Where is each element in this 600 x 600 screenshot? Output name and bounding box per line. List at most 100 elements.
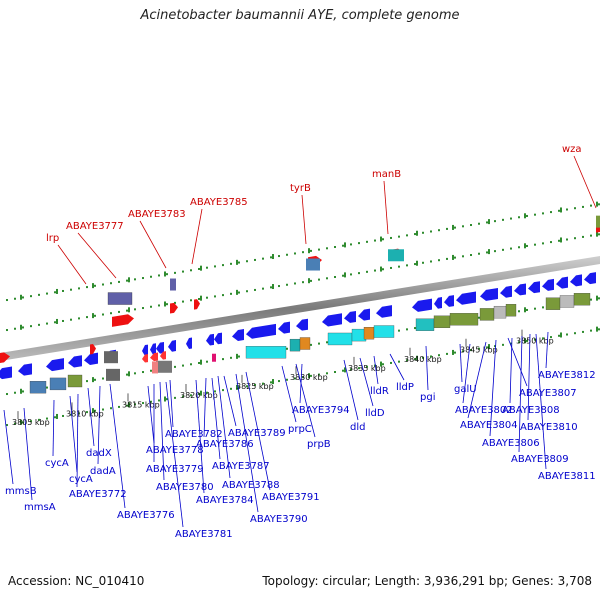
dot-row-tick (56, 413, 58, 419)
gene-label-lldd: lldD (365, 408, 385, 419)
dot-row-mark (22, 296, 24, 299)
dot-row-mark (382, 238, 384, 241)
dot-row-mark (38, 293, 40, 296)
dot-row-tick (200, 265, 202, 271)
gene-label-abaye3808: ABAYE3808 (502, 405, 560, 416)
dot-row-tick (488, 344, 490, 350)
dot-row-mark (14, 297, 16, 300)
dot-row-mark (270, 381, 272, 384)
dot-row-mark (174, 365, 176, 368)
dot-row-mark (406, 359, 408, 362)
reverse-gene-arrow (480, 287, 498, 301)
dot-row-mark (534, 307, 536, 310)
dot-row-mark (246, 260, 248, 263)
reverse-gene-arrow (456, 291, 476, 305)
dot-row-mark (582, 205, 584, 208)
gene-label-tyrb: tyrB (290, 183, 311, 194)
gene-label-lrp: lrp (46, 233, 59, 244)
dot-row-mark (230, 292, 232, 295)
leader-line (69, 395, 78, 473)
leader-line (139, 220, 167, 269)
dot-row-mark (198, 361, 200, 364)
domain-box (433, 315, 451, 328)
dot-row-tick (308, 278, 310, 284)
leader-line (507, 337, 528, 387)
reverse-gene-arrow (46, 358, 64, 372)
dot-row-mark (478, 252, 480, 255)
reverse-gene-arrow (278, 321, 290, 334)
leader-line (535, 333, 547, 470)
dot-row-tick (164, 301, 166, 307)
dot-row-mark (142, 277, 144, 280)
gene-label-abaye3811: ABAYE3811 (538, 471, 596, 482)
leader-line (527, 333, 531, 421)
dot-row-mark (286, 253, 288, 256)
leader-line (97, 385, 101, 465)
dot-row-mark (294, 377, 296, 380)
gene-label-abaye3772: ABAYE3772 (69, 489, 127, 500)
dot-row-mark (222, 389, 224, 392)
domain-box (493, 305, 507, 319)
forward-gene-arrow (112, 314, 134, 327)
dot-row-mark (550, 241, 552, 244)
dot-row-mark (366, 270, 368, 273)
dot-row-tick (128, 307, 130, 313)
dot-row-mark (22, 390, 24, 393)
dot-row-mark (502, 248, 504, 251)
reverse-gene-arrow (358, 308, 370, 321)
dot-row-mark (102, 313, 104, 316)
dot-row-mark (102, 283, 104, 286)
dot-row-mark (294, 282, 296, 285)
dot-row-tick (488, 249, 490, 255)
dot-row-mark (494, 345, 496, 348)
dot-row-mark (70, 318, 72, 321)
dot-row-mark (446, 352, 448, 355)
reverse-gene-arrow (556, 276, 568, 289)
dot-row-mark (438, 259, 440, 262)
gene-label-dadx: dadX (86, 448, 112, 459)
scale-tick-label: 3820 kbp (180, 391, 218, 400)
dot-row-mark (478, 316, 480, 319)
dot-row-mark (126, 404, 128, 407)
gene-label-abaye3791: ABAYE3791 (262, 492, 320, 503)
dot-row-mark (174, 301, 176, 304)
gene-label-mmsb: mmsB (5, 486, 37, 497)
dot-row-tick (236, 259, 238, 265)
dot-row-mark (150, 400, 152, 403)
dot-row-mark (534, 243, 536, 246)
dot-row-mark (158, 399, 160, 402)
dot-row-mark (166, 273, 168, 276)
dot-row-mark (230, 262, 232, 265)
dot-row-tick (596, 231, 598, 237)
scale-tick-label: 3805 kbp (12, 418, 50, 427)
domain-box (363, 327, 375, 340)
gene-label-abaye3777: ABAYE3777 (66, 221, 124, 232)
leader-line (343, 359, 359, 421)
dot-row-mark (262, 257, 264, 260)
dot-row-tick (272, 284, 274, 290)
dot-row-mark (478, 222, 480, 225)
dot-row-mark (190, 299, 192, 302)
dot-row-mark (414, 327, 416, 330)
dot-row-mark (358, 367, 360, 370)
leader-line (359, 357, 374, 407)
dot-row-tick (128, 371, 130, 377)
dot-row-mark (590, 234, 592, 237)
domain-box (479, 308, 495, 321)
reverse-gene-arrow (168, 340, 176, 352)
dot-row-mark (510, 247, 512, 250)
dot-row-mark (358, 272, 360, 275)
leader-line (169, 379, 174, 428)
dot-row-mark (414, 358, 416, 361)
dot-row-mark (302, 281, 304, 284)
dot-row-mark (598, 297, 600, 300)
dot-row-tick (20, 388, 22, 394)
dot-row-mark (462, 350, 464, 353)
reverse-gene-arrow (444, 295, 454, 307)
gene-label-cyca: cycA (69, 474, 93, 485)
dot-row-mark (102, 377, 104, 380)
dot-row-mark (6, 393, 8, 396)
dot-row-mark (14, 327, 16, 330)
dot-row-mark (54, 321, 56, 324)
dot-row-tick (380, 236, 382, 242)
